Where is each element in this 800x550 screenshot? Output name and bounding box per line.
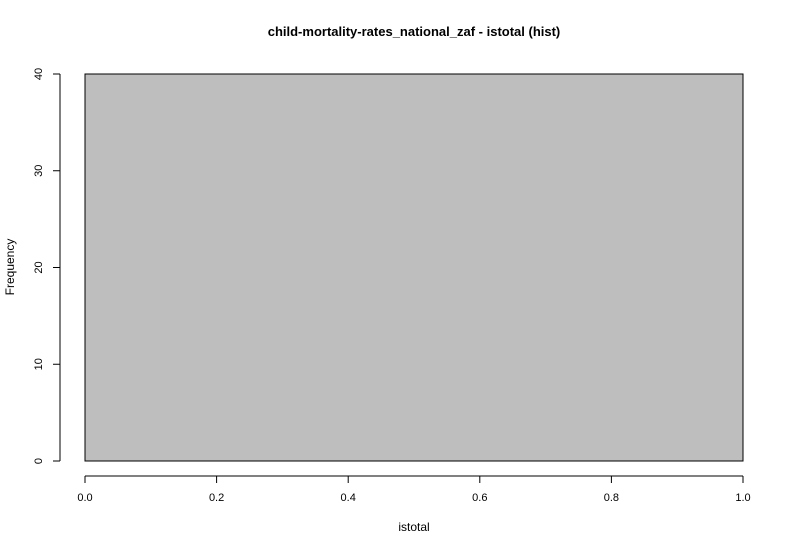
- y-axis: 0 10 20 30 40: [33, 68, 61, 464]
- y-tick-label-3: 30: [33, 165, 45, 177]
- x-axis-label: istotal: [398, 520, 429, 534]
- x-tick-label-2: 0.4: [341, 492, 356, 504]
- bars-group: [84, 73, 744, 462]
- x-axis: 0.0 0.2 0.4 0.6 0.8 1.0: [77, 475, 751, 504]
- x-tick-label-5: 1.0: [735, 492, 750, 504]
- histogram-bar-0: [84, 73, 744, 462]
- x-tick-label-3: 0.6: [472, 492, 487, 504]
- y-tick-label-4: 40: [33, 68, 45, 80]
- y-tick-label-1: 10: [33, 358, 45, 370]
- y-tick-label-2: 20: [33, 261, 45, 273]
- x-tick-label-1: 0.2: [209, 492, 224, 504]
- x-tick-label-4: 0.8: [604, 492, 619, 504]
- y-axis-label: Frequency: [3, 239, 17, 296]
- chart-title: child-mortality-rates_national_zaf - ist…: [268, 24, 561, 39]
- y-tick-label-0: 0: [33, 458, 45, 464]
- x-tick-label-0: 0.0: [77, 492, 92, 504]
